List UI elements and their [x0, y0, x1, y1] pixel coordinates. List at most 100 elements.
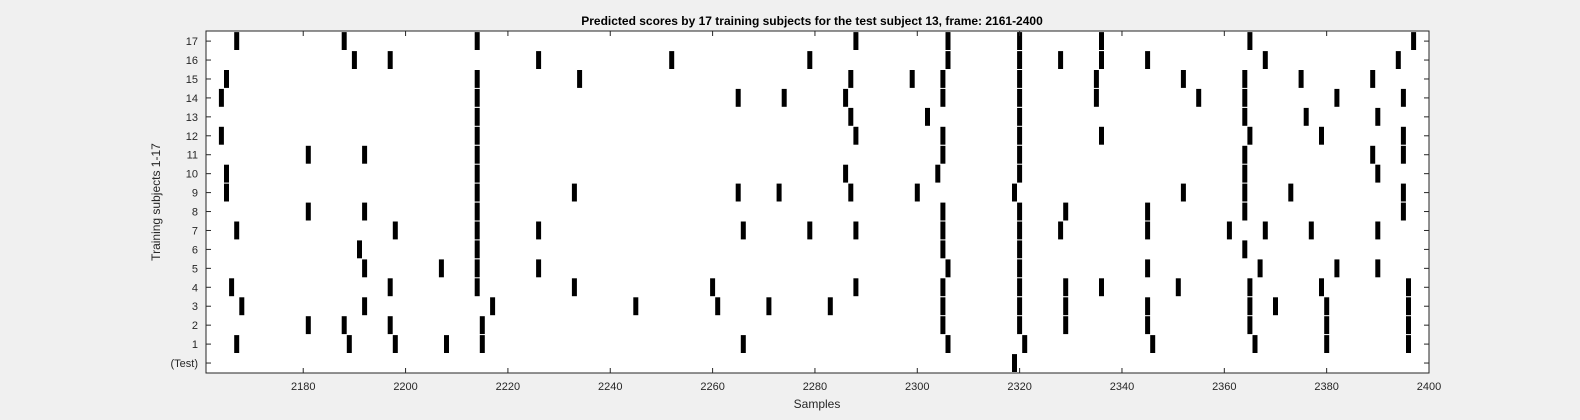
score-mark-row-7	[1145, 221, 1151, 240]
score-mark-row-14	[1242, 88, 1248, 107]
x-tick-label: 2220	[496, 381, 520, 393]
score-mark-row-2	[1247, 316, 1253, 335]
score-mark-row-15	[1017, 70, 1023, 88]
x-tick-label: 2280	[803, 381, 827, 393]
x-tick-label: 2360	[1212, 381, 1236, 393]
score-mark-row-6	[357, 240, 362, 259]
score-mark-row-9	[776, 183, 782, 202]
score-mark-row-4	[571, 278, 577, 297]
score-mark-row-16	[807, 51, 813, 69]
score-mark-row-5	[1334, 259, 1340, 278]
score-mark-row-9	[848, 183, 854, 202]
score-mark-row-5	[536, 259, 542, 278]
score-mark-row-15	[940, 70, 946, 88]
score-mark-row-4	[1063, 278, 1069, 297]
score-mark-row-5	[1257, 259, 1263, 278]
score-mark-row-10	[224, 164, 229, 183]
score-mark-row-12	[1099, 126, 1104, 145]
score-mark-row-9	[1400, 183, 1406, 202]
score-mark-row-13	[925, 107, 930, 126]
score-mark-row-5	[945, 259, 951, 278]
score-mark-row-4	[940, 278, 946, 297]
score-mark-row-8	[1063, 202, 1069, 221]
y-tick-label: 9	[192, 188, 198, 200]
score-mark-row-3	[633, 297, 639, 316]
score-mark-row-4	[1247, 278, 1253, 297]
score-mark-row-14	[1400, 88, 1406, 107]
x-tick-label: 2180	[291, 381, 315, 393]
y-tick-label: 11	[187, 150, 198, 162]
y-tick-label: 5	[192, 263, 198, 275]
score-mark-row-8	[305, 202, 311, 221]
score-mark-row-13	[474, 107, 480, 126]
score-mark-row-2	[341, 316, 347, 335]
x-tick-label: 2260	[700, 381, 724, 393]
score-mark-row-1	[1406, 335, 1411, 353]
score-mark-row-10	[843, 164, 849, 183]
score-mark-row-9	[1242, 183, 1248, 202]
score-mark-row-12	[474, 126, 480, 145]
score-mark-row-4	[474, 278, 480, 297]
y-tick-label: 4	[192, 282, 198, 294]
score-mark-row-10	[935, 164, 941, 183]
score-mark-row-15	[1180, 70, 1186, 88]
score-mark-row-5	[362, 259, 368, 278]
x-tick-label: 2200	[393, 381, 417, 393]
score-mark-row-3	[1063, 297, 1069, 316]
x-tick-label: 2340	[1110, 381, 1134, 393]
score-mark-row-11	[305, 145, 311, 164]
score-mark-row-7	[474, 221, 480, 240]
score-mark-row-8	[1400, 202, 1406, 221]
score-mark-row-16	[387, 51, 393, 69]
y-tick-label: 7	[192, 225, 198, 237]
score-mark-row-4	[710, 278, 716, 297]
score-mark-row-2	[1017, 316, 1023, 335]
score-mark-row-4	[229, 278, 235, 297]
score-mark-row-7	[853, 221, 859, 240]
score-mark-row-12	[940, 126, 946, 145]
score-mark-row-17	[1247, 32, 1253, 50]
y-tick-label: 16	[186, 55, 198, 67]
score-mark-row-17	[234, 32, 240, 50]
score-mark-row-5	[1145, 259, 1151, 278]
score-mark-row-14	[474, 88, 480, 107]
y-tick-label: 3	[192, 301, 198, 313]
score-mark-row-7	[940, 221, 946, 240]
score-mark-row-15	[224, 70, 229, 88]
score-mark-row-4	[1099, 278, 1104, 297]
score-mark-row-3	[490, 297, 496, 316]
score-mark-row-12	[218, 126, 224, 145]
score-mark-row-14	[1093, 88, 1099, 107]
score-mark-row-16	[1145, 51, 1151, 69]
score-mark-row-3	[1406, 297, 1411, 316]
score-mark-row-8	[1017, 202, 1023, 221]
score-mark-row-14	[781, 88, 787, 107]
y-tick-label: 2	[192, 320, 198, 332]
score-mark-row-5	[474, 259, 480, 278]
score-mark-row-7	[536, 221, 542, 240]
y-axis-label: Training subjects 1-17	[149, 143, 163, 261]
y-tick-label: 17	[186, 36, 198, 48]
score-mark-row-9	[224, 183, 229, 202]
score-mark-row-6	[1017, 240, 1023, 259]
score-mark-row-9	[735, 183, 741, 202]
score-mark-row-1	[479, 335, 485, 353]
score-mark-row-7	[1017, 221, 1023, 240]
score-mark-row-16	[351, 51, 357, 69]
score-mark-row-1	[1324, 335, 1330, 353]
score-mark-row-12	[853, 126, 859, 145]
score-mark-row-14	[1017, 88, 1023, 107]
score-mark-row-16	[1099, 51, 1104, 69]
score-mark-row-1	[945, 335, 951, 353]
score-mark-row-1	[444, 335, 449, 353]
x-tick-label: 2300	[905, 381, 929, 393]
score-mark-row-5	[1017, 259, 1023, 278]
score-mark-row-11	[1370, 145, 1376, 164]
score-mark-row-7	[740, 221, 746, 240]
y-tick-label: 12	[186, 131, 198, 143]
score-mark-row-14	[1196, 88, 1202, 107]
score-mark-row-3	[1247, 297, 1253, 316]
score-mark-row-4	[1319, 278, 1324, 297]
score-mark-row-3	[239, 297, 245, 316]
